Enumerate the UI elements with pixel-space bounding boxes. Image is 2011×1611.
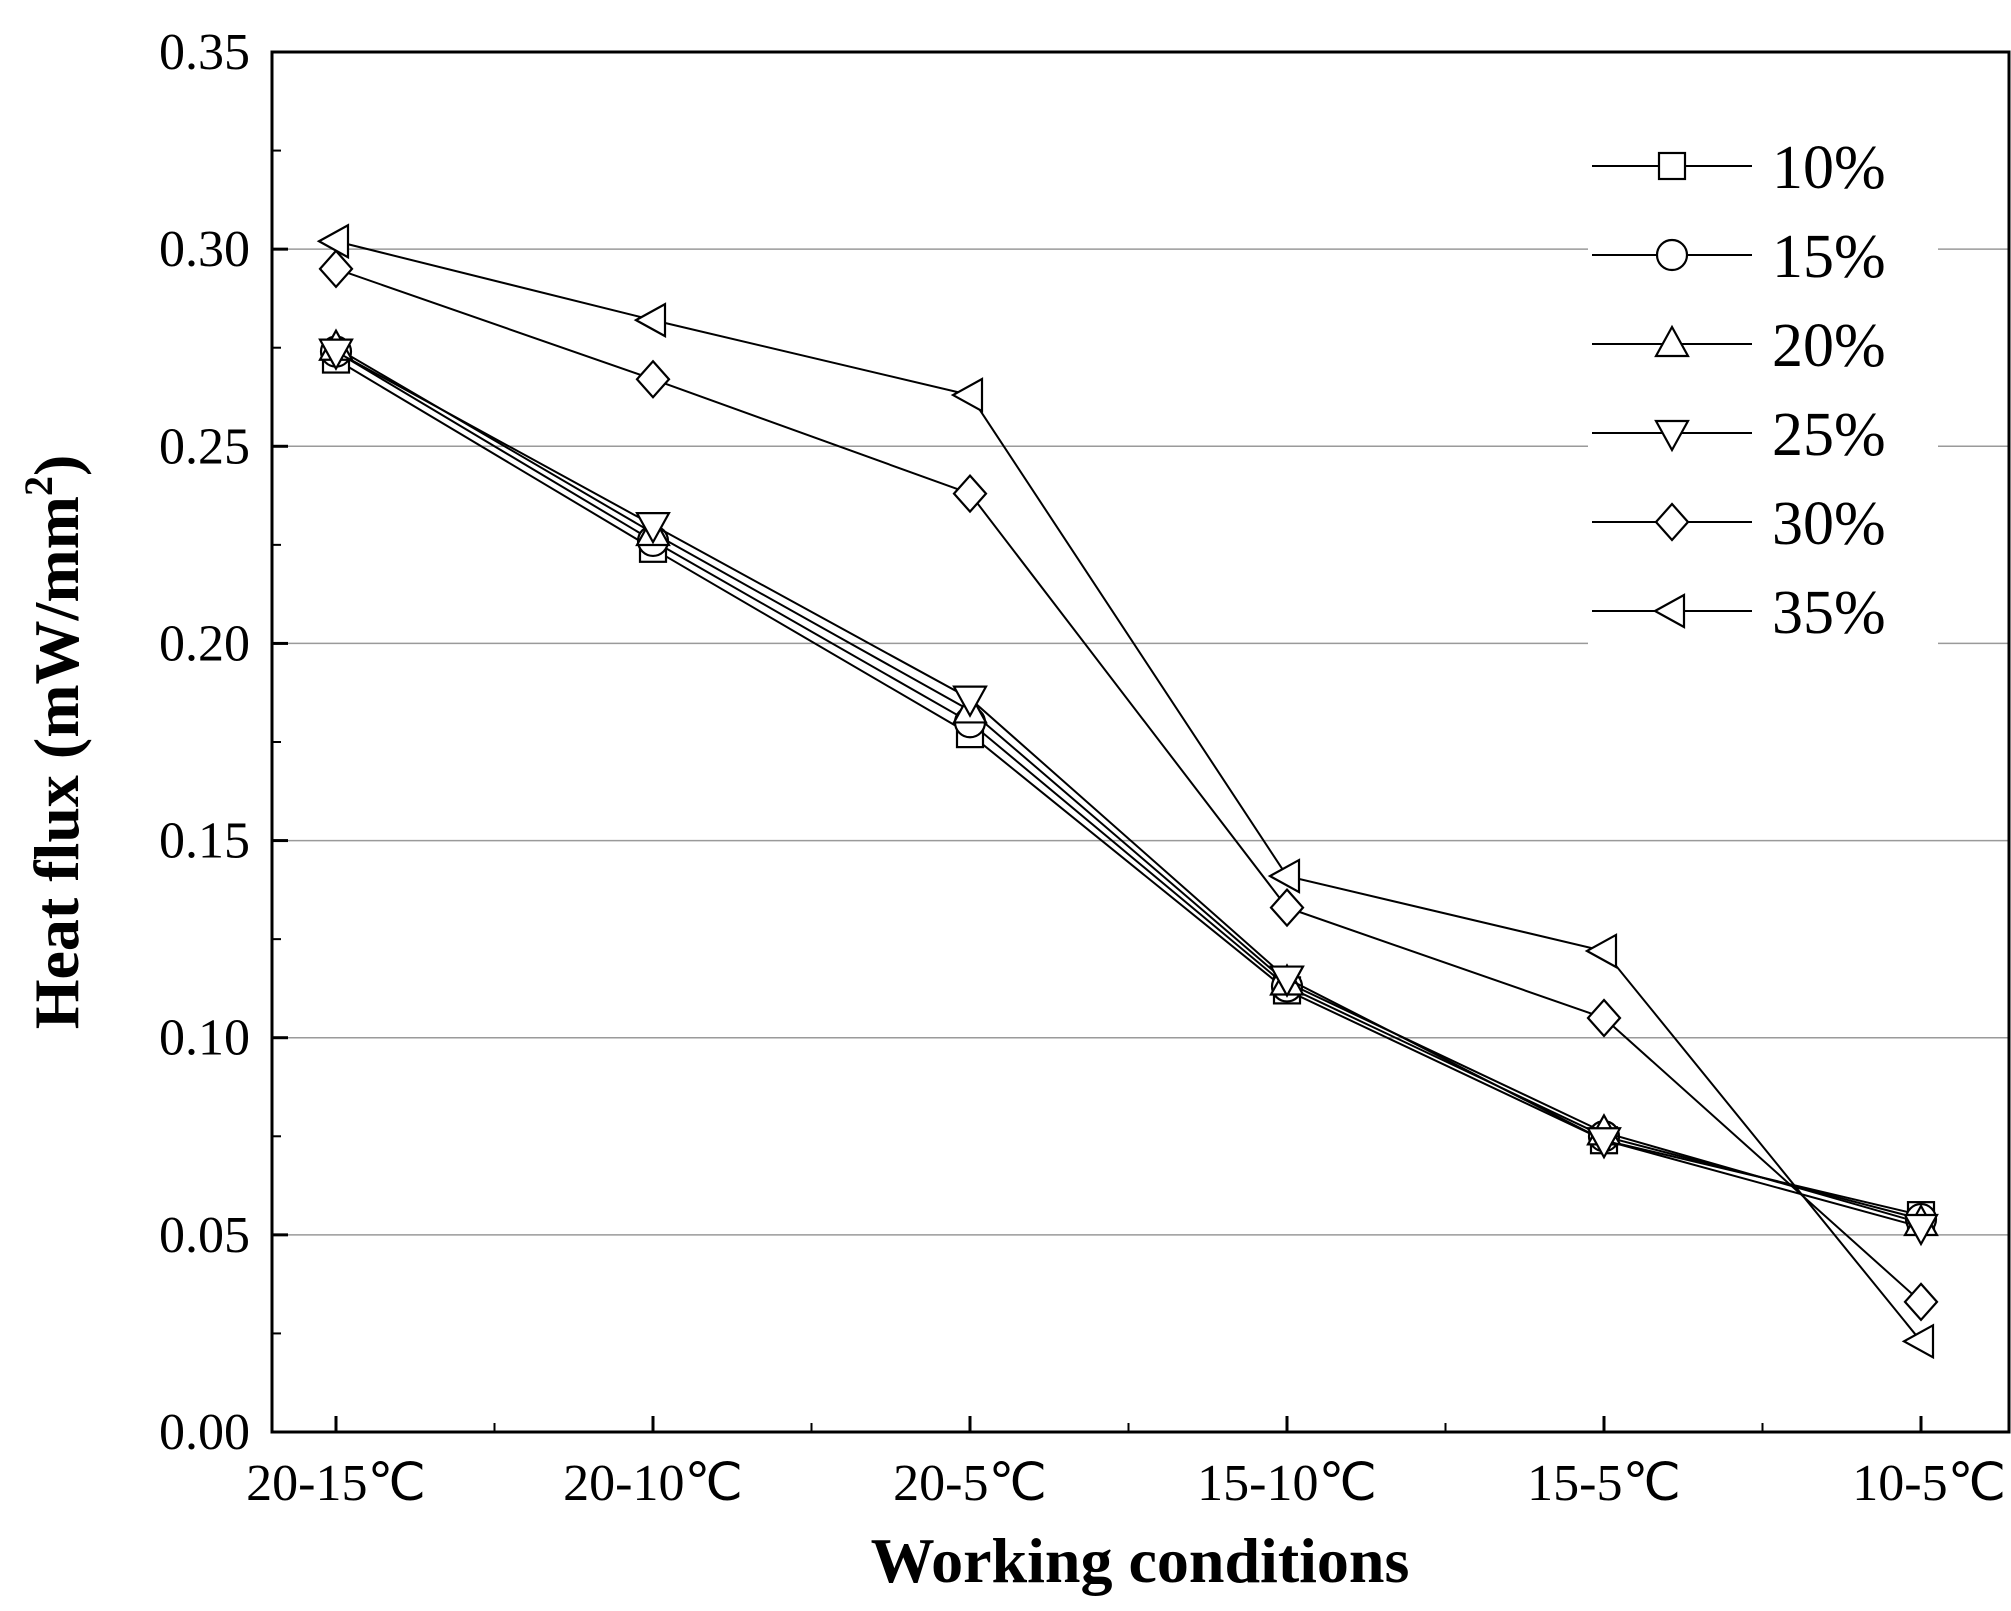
y-tick-label: 0.20 — [159, 615, 250, 672]
y-axis-title: Heat flux (mW/mm2) — [16, 455, 92, 1030]
legend-item: 30% — [1588, 482, 1938, 562]
legend-marker — [1657, 151, 1687, 181]
series-30pct — [318, 249, 1939, 1322]
data-point — [1586, 998, 1622, 1038]
legend-label: 30% — [1772, 490, 1886, 558]
y-tick-label: 0.15 — [159, 813, 250, 870]
legend-item: 25% — [1588, 393, 1938, 473]
x-axis-title: Working conditions — [871, 1525, 1410, 1596]
axes: 0.00 0.05 0.10 0.15 0.20 0.25 0.30 0.35 20-15℃ 20… — [159, 24, 2006, 1512]
legend-marker — [1654, 502, 1690, 542]
legend-item: 20% — [1588, 304, 1938, 384]
data-point — [1903, 1213, 1939, 1247]
data-point — [635, 512, 671, 545]
series-line — [335, 346, 1922, 1224]
data-point — [316, 223, 350, 260]
data-point — [1269, 887, 1305, 928]
y-axis-title-superscript: 2 — [16, 476, 61, 496]
x-tick-label: 20-15℃ — [246, 1455, 426, 1512]
x-tick-label: 10-5℃ — [1852, 1455, 2006, 1512]
series-line — [335, 240, 1922, 1342]
data-point — [1586, 1127, 1622, 1160]
data-point — [952, 473, 988, 514]
legend-marker — [1652, 593, 1686, 629]
x-tick-label: 15-5℃ — [1527, 1455, 1681, 1512]
legend-item: 35% — [1588, 571, 1938, 651]
data-point — [952, 685, 988, 718]
y-axis-title-main: Heat flux (mW/mm — [21, 496, 92, 1029]
series-line — [335, 358, 1922, 1217]
legend-label: 10% — [1772, 134, 1886, 202]
legend-item: 10% — [1588, 126, 1938, 206]
legend-marker — [1655, 238, 1689, 272]
legend-label: 35% — [1772, 579, 1886, 647]
series-25pct — [318, 338, 1939, 1247]
data-point — [1584, 933, 1618, 969]
series-35pct — [316, 223, 1935, 1360]
data-point — [1901, 1323, 1935, 1360]
series-line — [335, 350, 1922, 1228]
legend: 10% 15% 20% 25% 30% 35% — [1588, 126, 1938, 651]
data-point — [1269, 965, 1305, 998]
series-line — [335, 350, 1922, 1221]
series-line — [335, 267, 1922, 1303]
x-tick-label: 20-5℃ — [893, 1455, 1047, 1512]
legend-label: 15% — [1772, 223, 1886, 291]
legend-item: 15% — [1588, 215, 1938, 295]
x-tick-label: 20-10℃ — [563, 1455, 743, 1512]
y-tick-label: 0.00 — [159, 1404, 250, 1461]
series-layer — [316, 223, 1939, 1360]
x-tick-label: 15-10℃ — [1197, 1455, 1377, 1512]
y-tick-label: 0.10 — [159, 1010, 250, 1067]
y-tick-label: 0.30 — [159, 221, 250, 278]
data-point — [633, 302, 667, 338]
y-tick-label: 0.35 — [159, 24, 250, 81]
legend-label: 20% — [1772, 312, 1886, 380]
data-point — [1267, 858, 1301, 894]
y-tick-label: 0.25 — [159, 418, 250, 475]
data-point — [950, 377, 984, 413]
data-point — [635, 359, 671, 399]
data-point — [318, 338, 354, 371]
legend-marker — [1654, 419, 1690, 453]
legend-label: 25% — [1772, 401, 1886, 469]
legend-marker — [1654, 324, 1690, 358]
data-point — [1903, 1282, 1939, 1322]
y-tick-label: 0.05 — [159, 1207, 250, 1264]
y-axis-title-suffix: ) — [21, 455, 92, 476]
data-point — [318, 249, 354, 289]
